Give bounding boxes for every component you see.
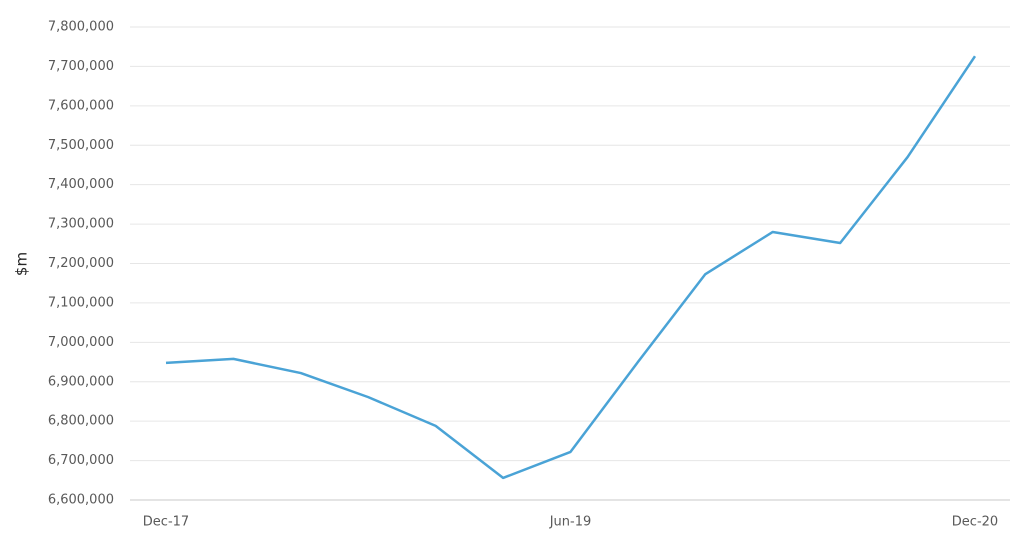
y-tick-label: 7,100,000	[48, 295, 114, 310]
y-tick-label: 7,200,000	[48, 256, 114, 271]
y-tick-label: 7,500,000	[48, 138, 114, 153]
y-tick-label: 7,800,000	[48, 20, 114, 35]
y-tick-label: 6,600,000	[48, 493, 114, 508]
y-axis-label: $m	[13, 252, 31, 276]
x-tick-label: Jun-19	[549, 515, 592, 530]
y-tick-label: 6,700,000	[48, 453, 114, 468]
x-tick-label: Dec-17	[143, 515, 189, 530]
y-tick-label: 7,600,000	[48, 98, 114, 113]
y-tick-label: 7,300,000	[48, 217, 114, 232]
y-tick-label: 6,800,000	[48, 414, 114, 429]
x-tick-label: Dec-20	[952, 515, 998, 530]
y-tick-label: 6,900,000	[48, 374, 114, 389]
line	[165, 55, 977, 480]
y-tick-label: 7,700,000	[48, 59, 114, 74]
y-tick-label: 7,400,000	[48, 177, 114, 192]
y-tick-label: 7,000,000	[48, 335, 114, 350]
